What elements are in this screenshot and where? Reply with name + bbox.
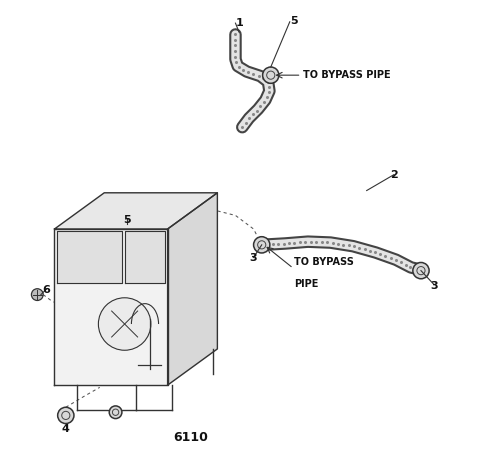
Text: TO BYPASS: TO BYPASS [294,257,354,267]
Text: TO BYPASS PIPE: TO BYPASS PIPE [303,70,391,80]
Polygon shape [55,193,217,229]
Circle shape [58,407,74,424]
Text: 3: 3 [431,281,438,290]
Text: 2: 2 [390,170,398,180]
Text: 1: 1 [236,18,244,28]
Circle shape [98,298,151,350]
Text: 5: 5 [290,16,298,26]
Polygon shape [57,231,122,284]
Text: 3: 3 [250,253,257,263]
Polygon shape [125,231,165,284]
Text: 5: 5 [123,215,131,225]
Text: 6: 6 [42,285,50,295]
Text: 6110: 6110 [173,431,208,444]
Text: 4: 4 [62,424,70,434]
Circle shape [31,289,43,300]
Text: PIPE: PIPE [294,279,319,289]
Polygon shape [168,193,217,385]
Circle shape [253,237,270,253]
Polygon shape [55,229,168,385]
Circle shape [263,67,279,83]
Circle shape [413,262,429,279]
Circle shape [109,406,122,419]
